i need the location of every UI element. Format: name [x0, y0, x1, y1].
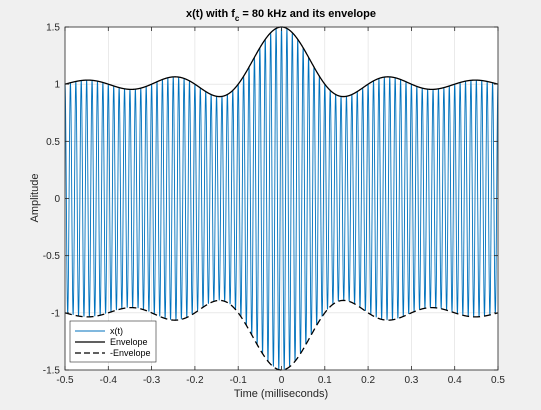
x-tick-label: -0.5 — [56, 375, 74, 386]
x-tick-label: -0.2 — [186, 375, 204, 386]
y-tick-label: -1.5 — [43, 366, 61, 377]
ticks: -0.5 -0.4 -0.3 -0.2 -0.1 0 0.1 0.2 0.3 0.4 0.5 -1.5… — [43, 23, 506, 387]
x-tick-label: 0 — [279, 375, 285, 386]
x-tick-label: 0.5 — [491, 375, 505, 386]
x-tick-label: 0.3 — [404, 375, 418, 386]
legend-label-envelope: Envelope — [110, 337, 148, 347]
y-tick-label: 1 — [54, 80, 60, 91]
x-tick-label: -0.3 — [143, 375, 161, 386]
x-tick-label: -0.4 — [100, 375, 118, 386]
legend: x(t) Envelope -Envelope — [69, 320, 157, 363]
legend-label-neg-envelope: -Envelope — [110, 348, 151, 358]
x-tick-label: 0.4 — [448, 375, 462, 386]
x-tick-label: 0.1 — [318, 375, 332, 386]
y-tick-label: 0 — [54, 194, 60, 205]
y-tick-label: 0.5 — [46, 137, 60, 148]
y-tick-label: -1 — [51, 308, 60, 319]
x-tick-label: -0.1 — [230, 375, 248, 386]
x-axis-label: Time (milliseconds) — [234, 388, 328, 400]
y-tick-label: -0.5 — [43, 251, 61, 262]
series-neg-envelope-line — [64, 299, 499, 371]
x-tick-label: 0.2 — [361, 375, 375, 386]
legend-label-xt: x(t) — [110, 326, 123, 336]
y-tick-label: 1.5 — [46, 23, 60, 34]
y-axis-label: Amplitude — [29, 174, 41, 223]
chart-title: x(t) with fc = 80 kHz and its envelope — [186, 8, 376, 23]
